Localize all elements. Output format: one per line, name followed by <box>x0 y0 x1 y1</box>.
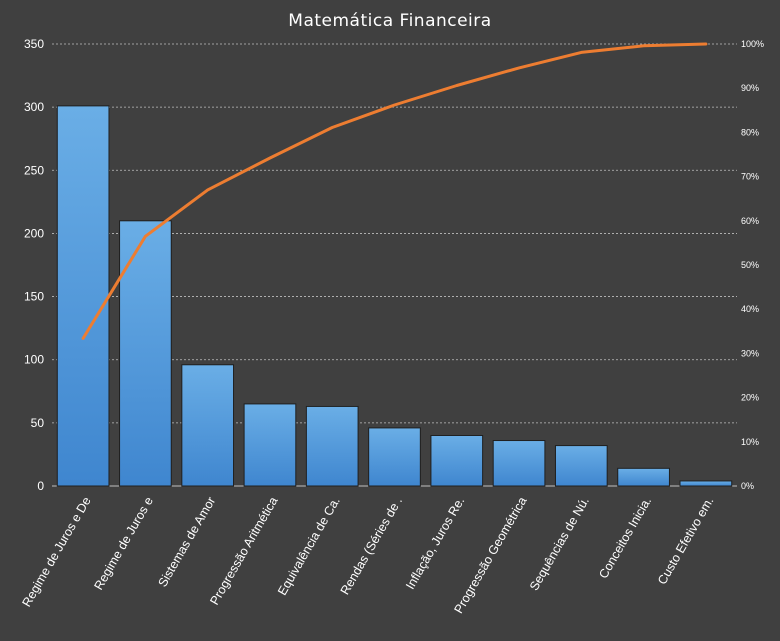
right-tick-label: 80% <box>741 127 759 137</box>
right-tick-label: 60% <box>741 216 759 226</box>
right-tick-label: 30% <box>741 348 759 358</box>
right-tick-label: 20% <box>741 393 759 403</box>
bar <box>181 364 235 487</box>
bar <box>119 220 172 487</box>
right-tick-label: 50% <box>741 260 759 270</box>
left-tick-label: 200 <box>24 226 44 240</box>
left-axis-ticks: 0 50 100 150 200 250 300 350 <box>24 37 44 493</box>
cumulative-percent-line <box>81 42 708 340</box>
bar <box>430 434 484 487</box>
left-tick-label: 250 <box>24 163 44 177</box>
right-tick-label: 70% <box>741 172 759 182</box>
left-tick-label: 0 <box>37 479 44 493</box>
bar <box>243 403 297 487</box>
right-tick-label: 40% <box>741 304 759 314</box>
left-tick-label: 300 <box>24 100 44 114</box>
right-tick-label: 0% <box>741 481 754 491</box>
bar <box>617 467 670 487</box>
bar <box>368 427 421 487</box>
left-tick-label: 100 <box>24 353 44 367</box>
right-tick-label: 10% <box>741 437 759 447</box>
left-tick-label: 50 <box>31 416 45 430</box>
right-axis-ticks: 0% 10% 20% 30% 40% 50% 60% 70% 80% 90% 100% <box>741 39 764 491</box>
bars <box>56 105 733 487</box>
bar <box>554 445 608 487</box>
left-tick-label: 150 <box>24 290 44 304</box>
bar <box>56 105 110 487</box>
bar <box>305 405 359 487</box>
bar <box>492 440 546 487</box>
cumulative-line <box>81 42 708 340</box>
chart-title: Matemática Financeira <box>288 11 491 31</box>
left-tick-label: 350 <box>24 37 44 51</box>
right-tick-label: 100% <box>741 39 764 49</box>
bar <box>679 480 733 487</box>
right-tick-label: 90% <box>741 83 759 93</box>
